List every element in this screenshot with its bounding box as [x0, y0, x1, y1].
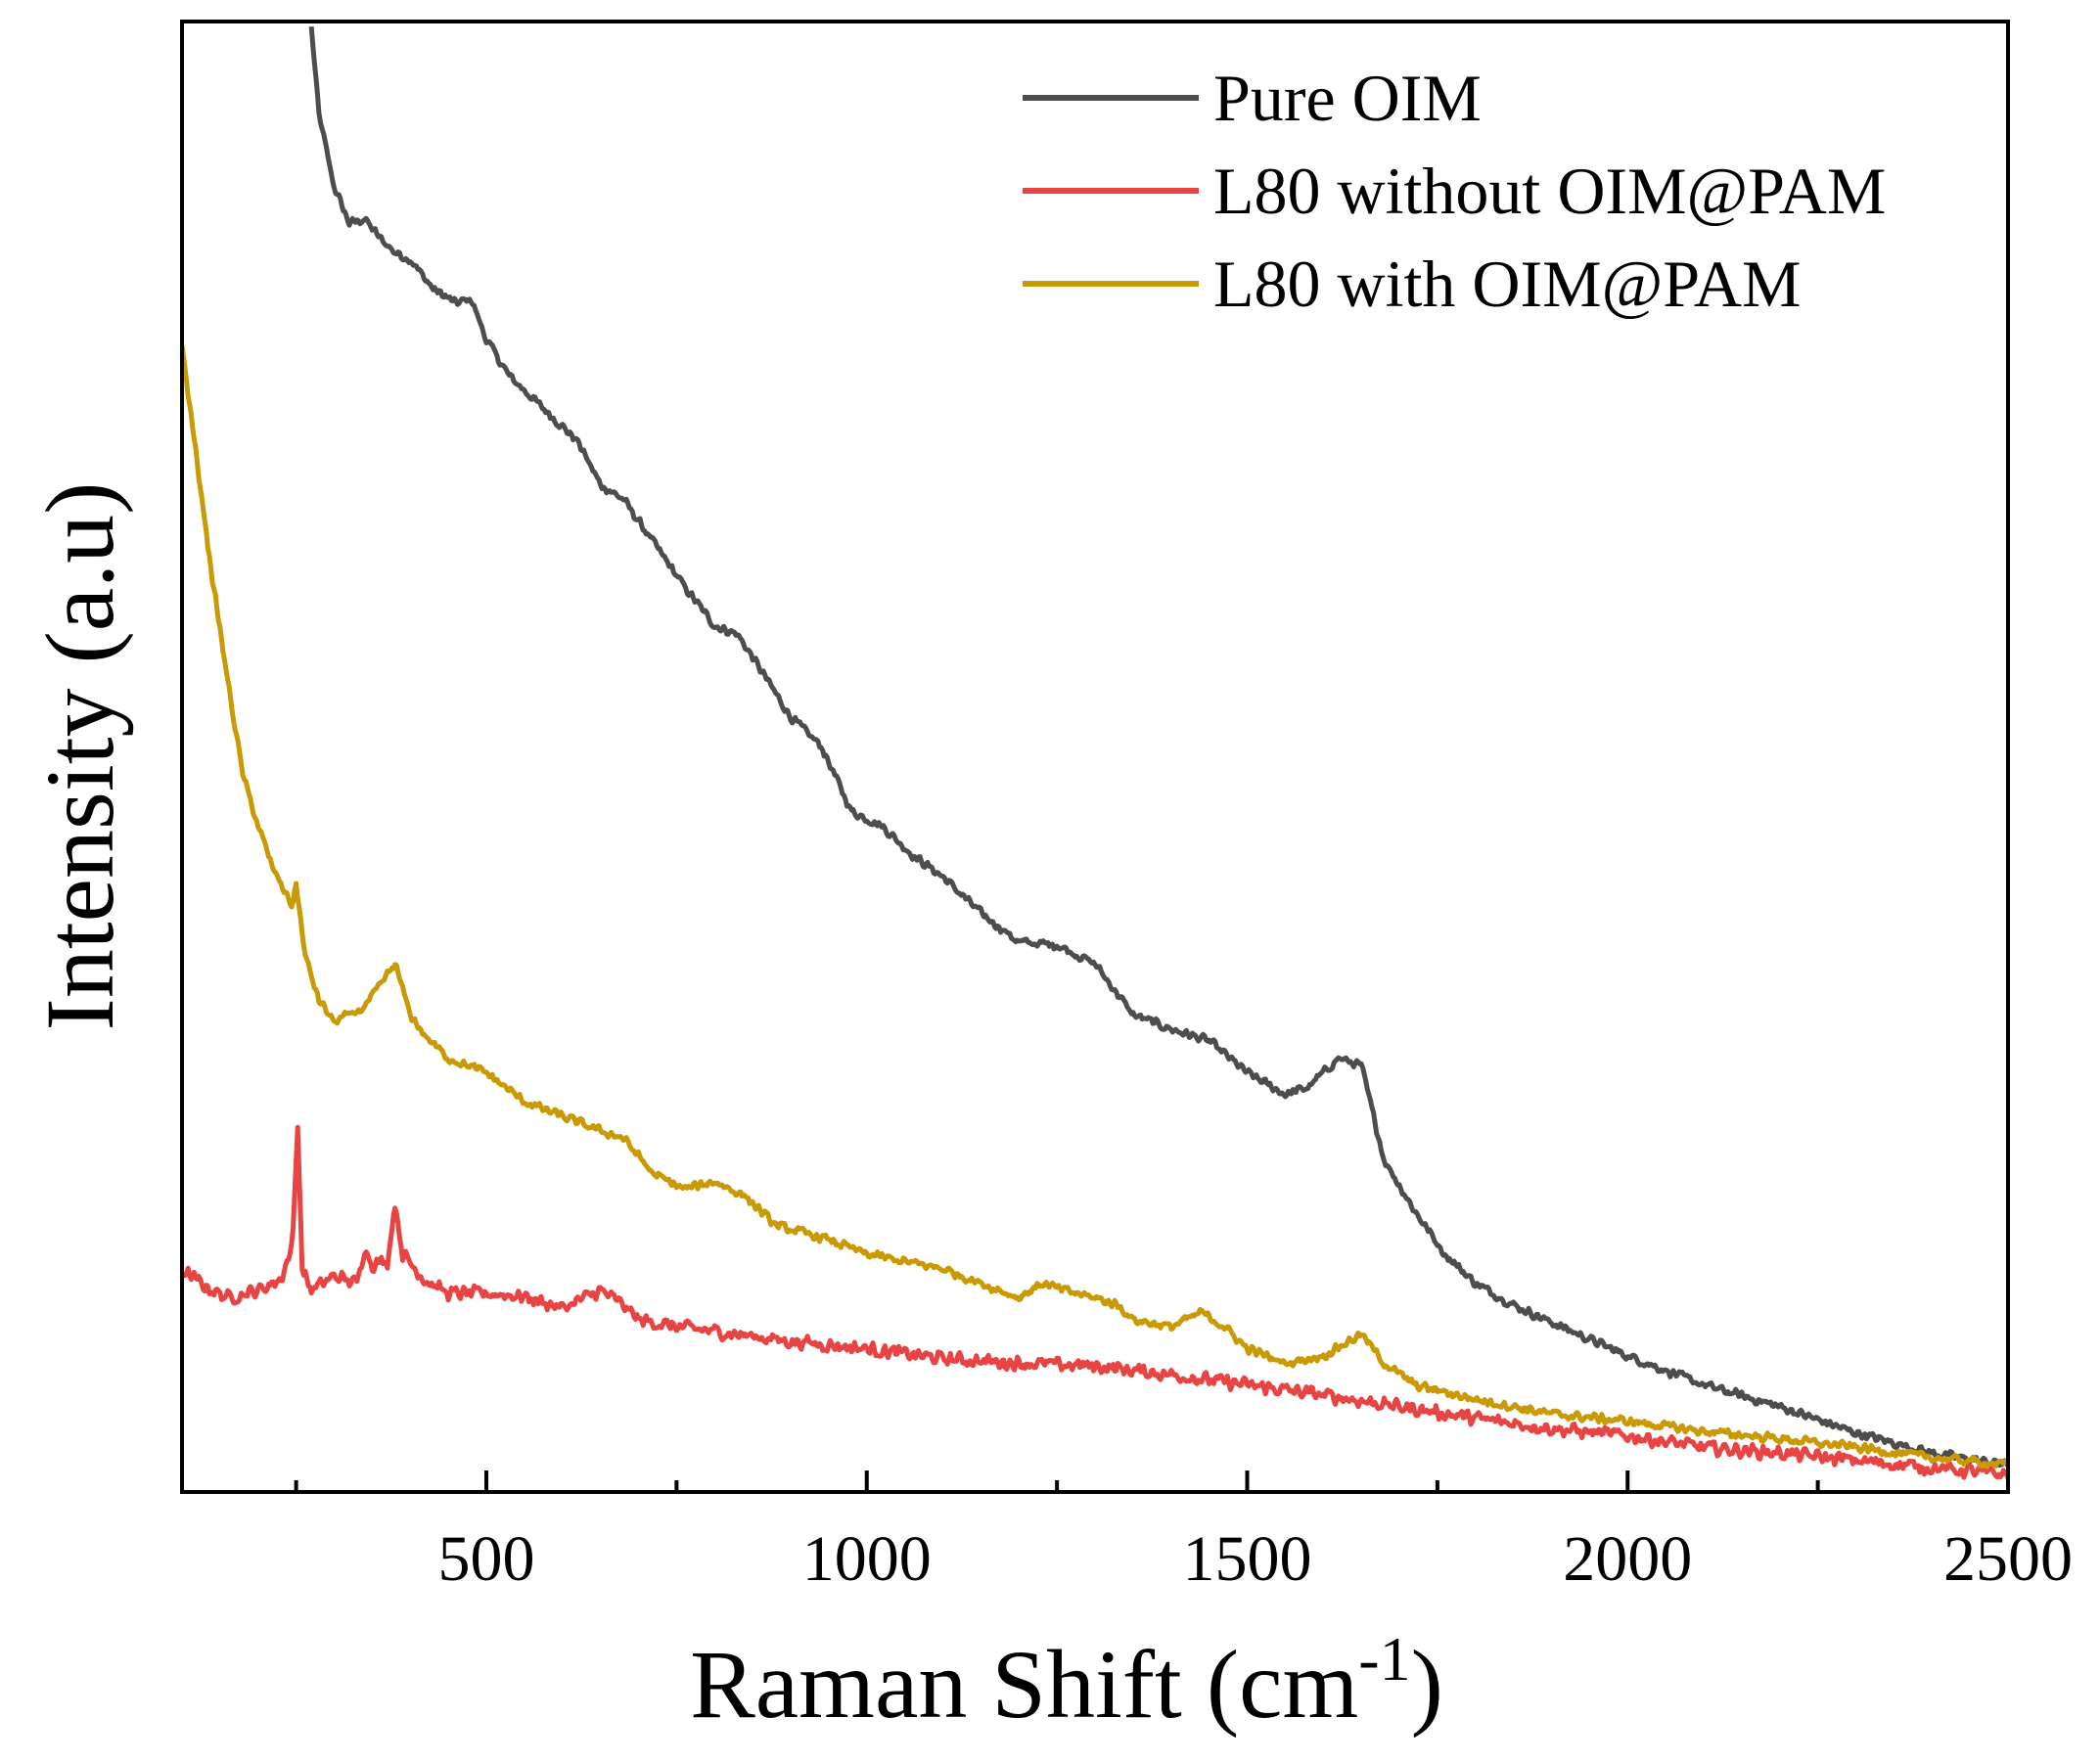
legend-label-1: Pure OIM: [1213, 61, 1482, 135]
series-line-2: [182, 1124, 2008, 1480]
x-tick-label: 2500: [1943, 1523, 2073, 1595]
legend-label-2: L80 without OIM@PAM: [1213, 154, 1886, 228]
plot-frame: [180, 20, 2010, 1494]
series-line-3: [182, 344, 2008, 1469]
x-axis: 500 1000 1500 2000 2500: [294, 1470, 2073, 1595]
x-axis-title-main: Raman Shift (cm: [690, 1630, 1358, 1739]
x-axis-title-superscript: -1: [1358, 1624, 1410, 1694]
y-axis-title: Intensity (a.u): [25, 482, 134, 1031]
x-axis-title-suffix: ): [1411, 1630, 1443, 1739]
x-tick-label: 500: [438, 1523, 535, 1595]
series-line-1: [308, 26, 2008, 1469]
x-tick-label: 2000: [1563, 1523, 1692, 1595]
plot-area: [182, 26, 2008, 1480]
x-tick-label: 1000: [802, 1523, 932, 1595]
x-axis-title: Raman Shift (cm-1): [690, 1624, 1443, 1739]
legend-label-3: L80 with OIM@PAM: [1213, 247, 1801, 321]
x-tick-label: 1500: [1183, 1523, 1312, 1595]
legend: Pure OIM L80 without OIM@PAM L80 with OIM@…: [1023, 61, 1886, 321]
